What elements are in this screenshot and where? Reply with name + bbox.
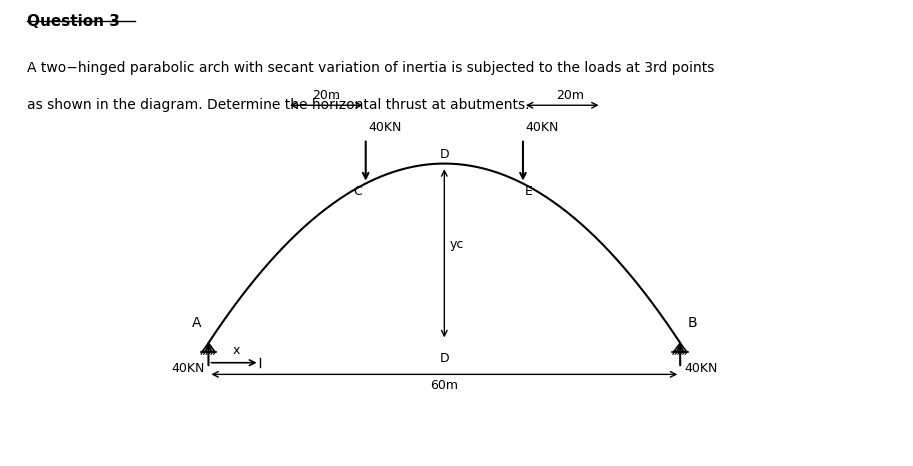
Text: 20m: 20m bbox=[312, 89, 341, 102]
Text: 40KN: 40KN bbox=[171, 362, 205, 375]
Text: A two−hinged parabolic arch with secant variation of inertia is subjected to the: A two−hinged parabolic arch with secant … bbox=[27, 61, 715, 75]
Text: 40KN: 40KN bbox=[368, 121, 402, 134]
Text: 40KN: 40KN bbox=[525, 121, 559, 134]
Text: 40KN: 40KN bbox=[684, 362, 718, 375]
Text: C: C bbox=[353, 185, 362, 199]
Text: D: D bbox=[439, 352, 449, 365]
Text: Question 3: Question 3 bbox=[27, 14, 121, 29]
Text: as shown in the diagram. Determine the horizontal thrust at abutments.: as shown in the diagram. Determine the h… bbox=[27, 98, 530, 112]
Text: D: D bbox=[439, 148, 449, 161]
Text: x: x bbox=[232, 344, 240, 357]
Text: A: A bbox=[192, 315, 202, 329]
Text: yc: yc bbox=[450, 238, 464, 251]
Text: 20m: 20m bbox=[556, 89, 584, 102]
Text: B: B bbox=[687, 315, 697, 329]
Text: 60m: 60m bbox=[430, 379, 458, 392]
Text: E: E bbox=[524, 185, 532, 199]
